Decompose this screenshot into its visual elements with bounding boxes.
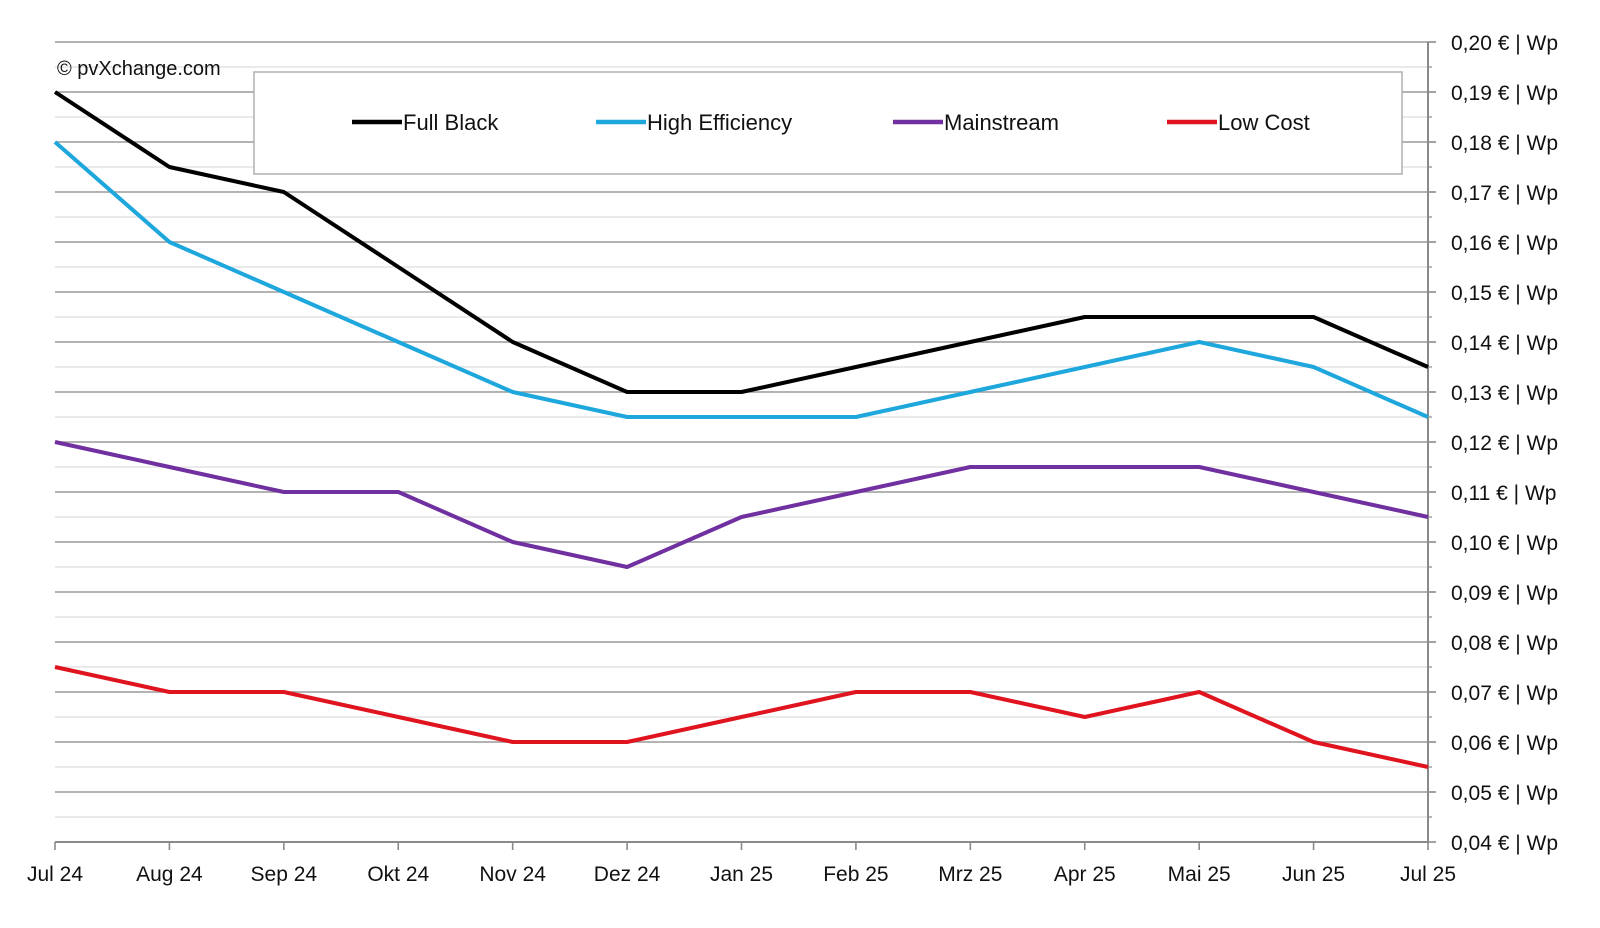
series-line-low-cost	[54, 665, 1429, 769]
copyright-label: © pvXchange.com	[57, 58, 221, 80]
x-tick-label: Aug 24	[136, 863, 203, 886]
y-tick-label: 0,12 € | Wp	[1451, 432, 1558, 455]
y-tick-label: 0,11 € | Wp	[1451, 482, 1556, 505]
y-tick-label: 0,17 € | Wp	[1451, 182, 1558, 205]
y-tick-label: 0,18 € | Wp	[1451, 132, 1558, 155]
y-tick-label: 0,13 € | Wp	[1451, 382, 1558, 405]
axes	[54, 41, 1436, 850]
series-line-high-efficiency	[53, 140, 1429, 419]
legend-label-high-efficiency: High Efficiency	[647, 110, 792, 135]
x-axis-labels: Jul 24 Aug 24 Sep 24 Okt 24 Nov 24 Dez 24 Jan …	[27, 863, 1456, 886]
y-tick-label: 0,19 € | Wp	[1451, 82, 1558, 105]
legend-label-mainstream: Mainstream	[944, 110, 1059, 135]
y-tick-label: 0,05 € | Wp	[1451, 782, 1558, 805]
x-tick-label: Jul 25	[1400, 863, 1456, 886]
y-tick-label: 0,10 € | Wp	[1451, 532, 1558, 555]
y-tick-label: 0,06 € | Wp	[1451, 732, 1558, 755]
y-tick-label: 0,20 € | Wp	[1451, 32, 1558, 55]
x-tick-label: Apr 25	[1054, 863, 1116, 886]
x-tick-label: Sep 24	[251, 863, 318, 886]
y-tick-label: 0,04 € | Wp	[1451, 832, 1558, 855]
y-tick-label: 0,16 € | Wp	[1451, 232, 1558, 255]
x-tick-label: Jan 25	[710, 863, 773, 886]
x-tick-label: Nov 24	[479, 863, 546, 886]
legend-label-full-black: Full Black	[403, 110, 499, 135]
x-tick-label: Mrz 25	[938, 863, 1002, 886]
x-tick-label: Mai 25	[1168, 863, 1231, 886]
x-tick-label: Okt 24	[367, 863, 429, 886]
x-tick-label: Dez 24	[594, 863, 661, 886]
y-tick-label: 0,08 € | Wp	[1451, 632, 1558, 655]
series-line-full-black	[53, 90, 1429, 394]
series-lines	[53, 90, 1429, 769]
series-line-mainstream	[54, 440, 1429, 569]
x-tick-label: Jun 25	[1282, 863, 1345, 886]
y-tick-label: 0,14 € | Wp	[1451, 332, 1558, 355]
y-tick-label: 0,15 € | Wp	[1451, 282, 1558, 305]
legend: Full Black High Efficiency Mainstream Low C…	[253, 71, 1403, 175]
y-tick-label: 0,07 € | Wp	[1451, 682, 1558, 705]
legend-label-low-cost: Low Cost	[1218, 110, 1310, 135]
x-tick-label: Jul 24	[27, 863, 83, 886]
y-axis-labels: 0,20 € | Wp 0,19 € | Wp 0,18 € | Wp 0,17 € …	[1451, 32, 1558, 855]
x-tick-label: Feb 25	[823, 863, 888, 886]
y-tick-label: 0,09 € | Wp	[1451, 582, 1558, 605]
